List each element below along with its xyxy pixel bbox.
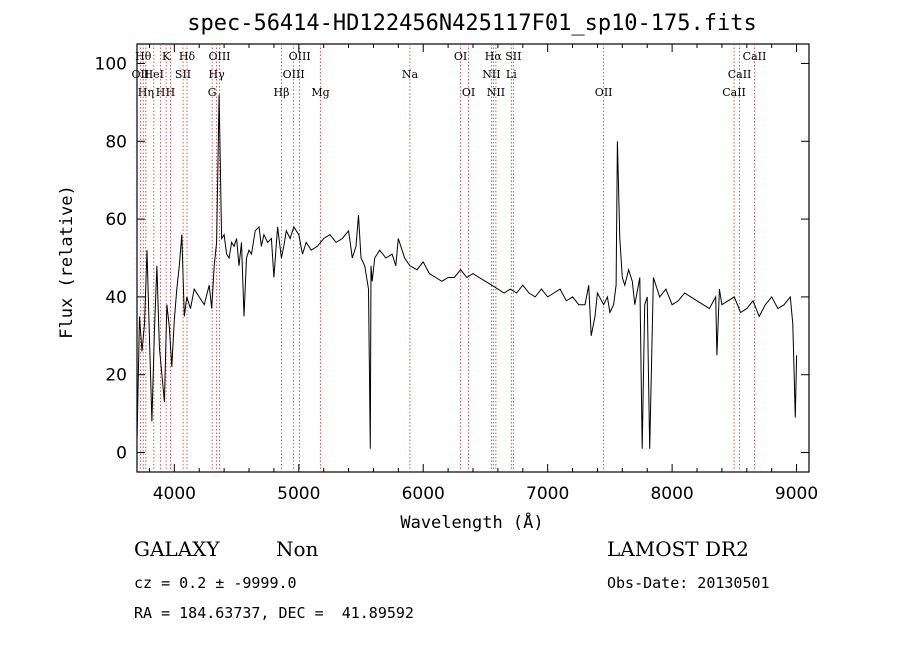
x-axis-label: Wavelength (Å)	[400, 511, 543, 533]
x-tick-label-2: 6000	[402, 484, 445, 504]
plot-frame	[136, 43, 810, 473]
marker-label-10: Hγ	[209, 68, 226, 81]
marker-label-20: Hα	[485, 50, 503, 63]
marker-label-0: OII	[132, 68, 150, 81]
marker-label-14: OIII	[289, 50, 311, 63]
x-tick-label-4: 8000	[650, 484, 693, 504]
marker-label-27: CaII	[743, 50, 767, 63]
y-axis-ticks: 0 20 40 60 80 100	[95, 54, 809, 464]
x-tick-label-1: 5000	[277, 484, 320, 504]
marker-label-4: H	[156, 86, 166, 99]
marker-label-13: OIII	[283, 68, 305, 81]
y-tick-label-5: 100	[95, 54, 127, 74]
marker-label-5: K	[162, 50, 171, 63]
marker-label-7: SII	[175, 68, 191, 81]
y-tick-label-0: 0	[116, 444, 127, 464]
marker-label-12: Hβ	[274, 86, 290, 99]
marker-label-26: CaII	[728, 68, 752, 81]
x-tick-label-3: 7000	[526, 484, 569, 504]
marker-label-22: Li	[506, 68, 517, 81]
marker-label-1: Hθ	[135, 50, 152, 63]
y-axis-label: Flux (relative)	[57, 185, 77, 339]
marker-label-2: Hη	[138, 86, 154, 99]
x-axis-ticks: 4000 5000 6000 7000 8000 9000	[148, 44, 818, 504]
object-class: GALAXY	[134, 537, 220, 561]
marker-label-16: Na	[402, 68, 419, 81]
observation-date: Obs-Date: 20130501	[607, 574, 770, 592]
y-tick-label-2: 40	[105, 288, 127, 308]
y-tick-label-1: 20	[105, 366, 127, 386]
y-tick-label-3: 60	[105, 210, 127, 230]
emission-line-markers	[139, 44, 755, 472]
marker-label-17: OI	[454, 50, 467, 63]
x-tick-label-0: 4000	[153, 484, 196, 504]
object-subclass: Non	[276, 537, 319, 561]
survey-name: LAMOST DR2	[607, 537, 749, 561]
marker-label-8: Hδ	[179, 50, 196, 63]
marker-label-3: HeI	[144, 68, 164, 81]
ra-dec-coordinates: RA = 184.63737, DEC = 41.89592	[134, 604, 414, 622]
y-tick-label-4: 80	[105, 132, 127, 152]
chart-title: spec-56414-HD122456N425117F01_sp10-175.f…	[187, 11, 757, 36]
marker-label-21: NII	[487, 86, 505, 99]
marker-label-24: OII	[595, 86, 613, 99]
redshift-cz: cz = 0.2 ± -9999.0	[134, 574, 297, 592]
marker-label-19: NII	[482, 68, 500, 81]
marker-label-6: H	[166, 86, 176, 99]
marker-label-18: OI	[462, 86, 475, 99]
spectrum-line	[136, 94, 798, 449]
marker-label-11: OIII	[208, 50, 230, 63]
x-tick-label-5: 9000	[775, 484, 818, 504]
emission-line-labels: OIIHθHηHeIHKHSIIHδGHγOIIIHβOIIIOIIIMgNaO…	[132, 50, 767, 99]
marker-label-15: Mg	[311, 86, 329, 99]
marker-label-9: G	[208, 86, 217, 99]
marker-label-25: CaII	[722, 86, 746, 99]
marker-label-23: SII	[505, 50, 521, 63]
